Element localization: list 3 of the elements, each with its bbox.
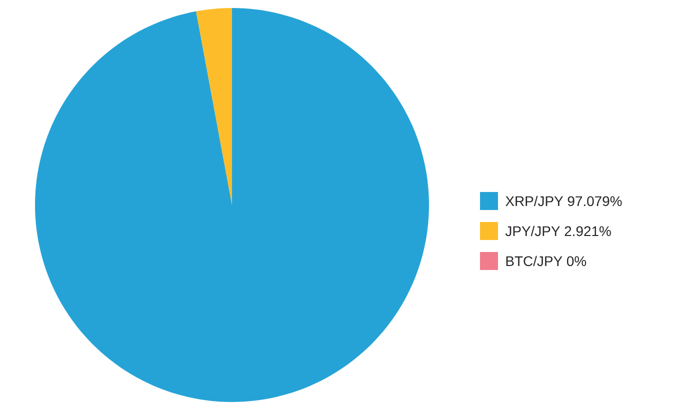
legend-label: BTC/JPY 0%	[506, 256, 586, 266]
legend-label: JPY/JPY 2.921%	[505, 226, 611, 236]
legend-label: XRP/JPY 97.079%	[506, 196, 622, 206]
